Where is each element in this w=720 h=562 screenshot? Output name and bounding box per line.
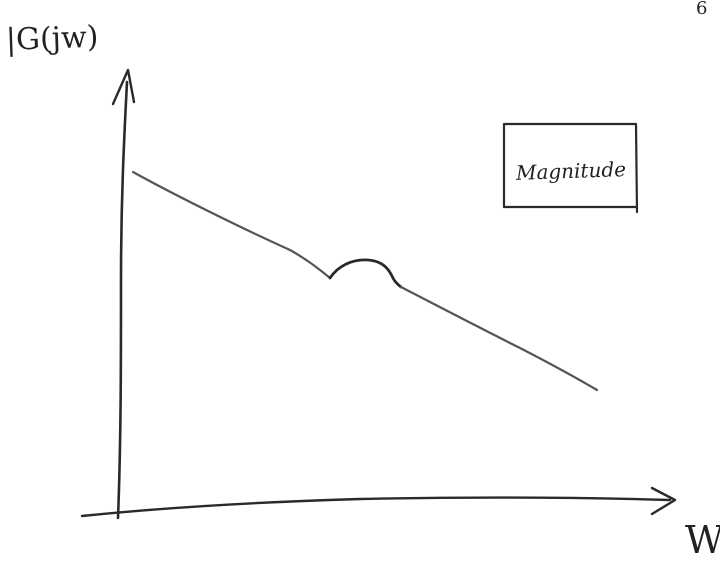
x-axis-arrowhead bbox=[650, 486, 677, 516]
curve-segment-left bbox=[131, 170, 332, 280]
x-axis-label: W bbox=[685, 518, 720, 562]
y-axis bbox=[111, 68, 136, 520]
legend-label: Magnitude bbox=[515, 157, 627, 185]
resonance-bump bbox=[328, 258, 403, 289]
x-axis-line bbox=[80, 496, 672, 518]
legend-box: Magnitude bbox=[502, 122, 639, 214]
x-axis bbox=[80, 486, 677, 518]
magnitude-curve bbox=[131, 170, 599, 392]
y-axis-arrowhead bbox=[111, 68, 136, 106]
curve-segment-right bbox=[399, 285, 599, 392]
y-axis-line bbox=[116, 80, 129, 520]
corner-mark: 6 bbox=[696, 0, 707, 19]
legend-frame bbox=[502, 122, 639, 214]
y-axis-label: |G(jw) bbox=[5, 20, 99, 58]
